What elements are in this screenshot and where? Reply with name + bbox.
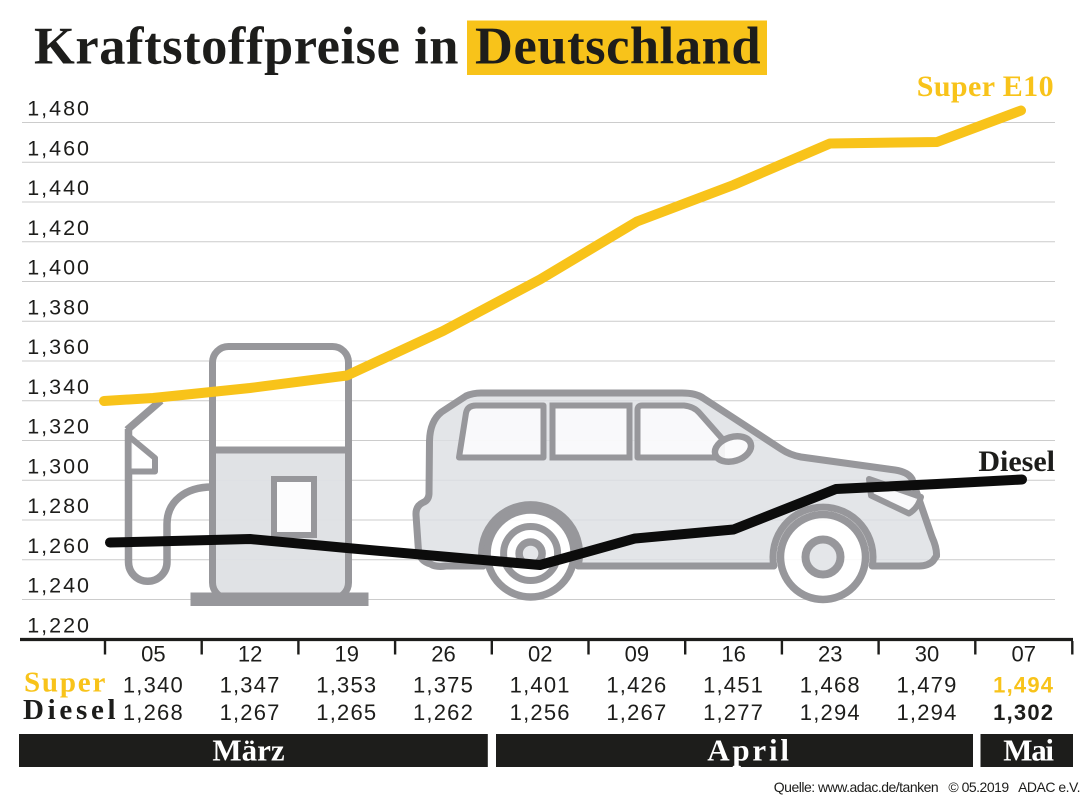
svg-text:1,320: 1,320 [27,415,91,439]
svg-text:1,260: 1,260 [27,534,91,558]
svg-text:1,268: 1,268 [123,700,184,725]
svg-text:1,380: 1,380 [27,295,91,319]
svg-text:1,480: 1,480 [27,97,91,121]
svg-text:1,267: 1,267 [606,700,667,725]
svg-text:02: 02 [528,642,552,667]
svg-text:1,340: 1,340 [123,672,184,697]
svg-text:1,479: 1,479 [896,672,957,697]
svg-text:1,300: 1,300 [27,454,91,478]
svg-text:März: März [212,733,285,768]
svg-text:26: 26 [431,642,455,667]
svg-text:1,451: 1,451 [703,672,764,697]
svg-text:19: 19 [335,642,359,667]
svg-text:1,426: 1,426 [606,672,667,697]
svg-text:1,280: 1,280 [27,494,91,518]
svg-text:07: 07 [1011,642,1035,667]
svg-text:1,360: 1,360 [27,335,91,359]
svg-text:1,302: 1,302 [993,700,1054,725]
svg-text:1,401: 1,401 [510,672,571,697]
svg-text:05: 05 [141,642,165,667]
svg-text:Kraftstoffpreise in: Kraftstoffpreise in [34,18,459,76]
svg-text:Quelle: www.adac.de/tanken ©: Quelle: www.adac.de/tanken © 05.2019 ADA… [774,779,1080,795]
svg-text:Deutschland: Deutschland [475,18,761,76]
svg-text:Super E10: Super E10 [917,70,1054,103]
svg-text:Super: Super [24,667,107,699]
svg-text:1,460: 1,460 [27,136,91,160]
svg-text:1,294: 1,294 [800,700,861,725]
svg-text:1,347: 1,347 [220,672,281,697]
svg-text:1,494: 1,494 [993,672,1054,697]
svg-text:Diesel: Diesel [978,445,1055,478]
svg-text:1,256: 1,256 [510,700,571,725]
svg-text:09: 09 [625,642,649,667]
svg-text:1,468: 1,468 [800,672,861,697]
svg-text:April: April [707,733,792,768]
svg-text:1,265: 1,265 [316,700,377,725]
svg-text:1,262: 1,262 [413,700,474,725]
svg-text:1,294: 1,294 [896,700,957,725]
svg-text:1,353: 1,353 [316,672,377,697]
svg-text:23: 23 [818,642,842,667]
svg-text:Mai: Mai [1003,733,1054,768]
svg-text:12: 12 [238,642,262,667]
svg-text:1,440: 1,440 [27,176,91,200]
svg-text:1,420: 1,420 [27,216,91,240]
svg-text:1,267: 1,267 [220,700,281,725]
svg-text:1,220: 1,220 [27,614,91,638]
svg-text:Diesel: Diesel [23,694,119,726]
svg-text:1,277: 1,277 [703,700,764,725]
svg-text:1,240: 1,240 [27,574,91,598]
svg-text:1,340: 1,340 [27,375,91,399]
svg-text:16: 16 [721,642,745,667]
svg-text:1,375: 1,375 [413,672,474,697]
svg-text:30: 30 [915,642,939,667]
svg-text:1,400: 1,400 [27,256,91,280]
